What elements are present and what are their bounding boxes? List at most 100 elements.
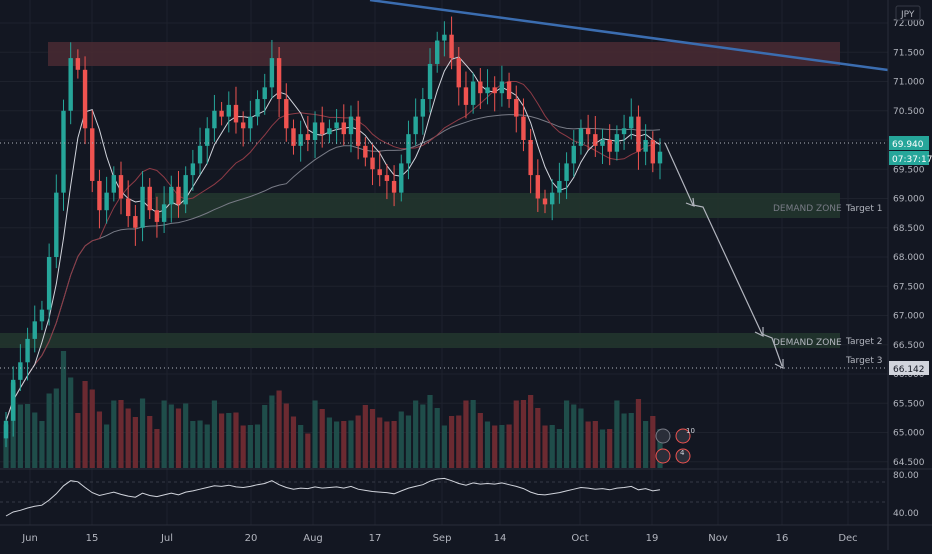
candle-body[interactable] [205,128,210,146]
candle-body[interactable] [427,63,433,100]
candle-body[interactable] [578,128,584,146]
candle-body[interactable] [305,134,311,140]
candle-body[interactable] [183,175,188,205]
candle-body[interactable] [478,81,483,94]
candle-body[interactable] [521,116,526,140]
candle-body[interactable] [97,180,102,211]
candle-body[interactable] [463,87,469,105]
candle-body[interactable] [341,122,346,135]
candle-body[interactable] [557,180,562,193]
candle-body[interactable] [406,134,411,164]
current-price-tag[interactable] [889,136,929,150]
candle-body[interactable] [291,128,296,146]
target-price-tag[interactable] [889,361,929,375]
candle-body[interactable] [657,151,663,164]
candle-body[interactable] [219,110,224,117]
candle-body[interactable] [133,216,138,228]
event-badges[interactable]: 10 4 [655,427,695,464]
candle-body[interactable] [75,58,81,70]
candle-body[interactable] [284,99,289,129]
candle-body[interactable] [68,58,73,111]
candle-body[interactable] [391,180,397,193]
candle-body[interactable] [564,163,569,181]
currency-badge[interactable] [895,5,921,21]
candle-body[interactable] [176,186,181,205]
candle-body[interactable] [334,122,339,129]
trend-line[interactable] [369,0,889,72]
candle-body[interactable] [248,116,253,129]
candle-body[interactable] [643,140,648,152]
candle-body[interactable] [197,145,203,164]
candle-body[interactable] [377,169,382,176]
candle-body[interactable] [528,140,533,176]
candle-body[interactable] [535,175,541,199]
candle-body[interactable] [506,81,512,100]
candle-body[interactable] [54,192,59,257]
candle-body[interactable] [607,140,612,152]
candle-body[interactable] [363,145,368,158]
time-axis[interactable]: Jun 15 Jul 20 Aug 17 Sep 14 Oct 19 Nov 16 Dec [21,533,857,544]
candle-body[interactable] [585,128,591,135]
candle-body[interactable] [370,157,375,170]
candle-body[interactable] [161,204,167,222]
candle-body[interactable] [355,116,361,146]
news-icon[interactable] [655,428,671,444]
candle-body[interactable] [190,163,196,176]
candle-body[interactable] [32,321,37,339]
candle-body[interactable] [449,34,454,59]
candle-body[interactable] [514,99,519,117]
candle-body[interactable] [435,40,440,64]
candle-body[interactable] [593,134,598,146]
candle-body[interactable] [154,210,160,222]
candle-body[interactable] [542,198,548,205]
candle-body[interactable] [650,140,656,164]
candle-body[interactable] [384,175,390,181]
candle-body[interactable] [442,34,447,41]
candle-body[interactable] [485,87,490,94]
candle-body[interactable] [413,116,418,135]
candle-body[interactable] [226,104,231,117]
candle-body[interactable] [571,145,576,164]
candle-body[interactable] [118,175,124,199]
candle-body[interactable] [600,140,605,146]
event-icon[interactable] [675,428,691,444]
candle-body[interactable] [240,122,246,129]
candle-body[interactable] [327,128,332,135]
candle-body[interactable] [636,116,641,152]
candle-body[interactable] [621,128,627,135]
candle-body[interactable] [233,104,239,123]
candle-body[interactable] [90,128,95,181]
candle-body[interactable] [348,116,354,135]
candle-body[interactable] [3,420,9,439]
candle-body[interactable] [420,99,426,117]
candle-body[interactable] [470,81,476,105]
candle-body[interactable] [320,122,325,135]
candle-body[interactable] [298,134,303,146]
candle-body[interactable] [111,175,117,193]
candle-body[interactable] [147,186,152,211]
candle-body[interactable] [140,186,145,228]
candle-body[interactable] [212,110,217,129]
candle-body[interactable] [46,257,52,310]
candle-body[interactable] [169,186,174,205]
candle-body[interactable] [25,338,30,363]
candle-body[interactable] [39,309,45,322]
candle-body[interactable] [18,362,23,380]
candle-body[interactable] [262,87,267,100]
projection-arrow[interactable] [664,142,783,367]
candle-body[interactable] [125,198,131,217]
candle-body[interactable] [82,69,88,129]
candle-body[interactable] [276,58,282,100]
candle-body[interactable] [61,110,66,193]
candle-body[interactable] [456,58,461,88]
candle-body[interactable] [104,192,109,211]
candle-body[interactable] [399,163,404,193]
candle-body[interactable] [499,81,505,94]
candle-body[interactable] [269,58,275,88]
candle-body[interactable] [255,99,260,117]
candle-body[interactable] [492,87,497,94]
candles[interactable] [3,16,663,448]
event-icon-2[interactable] [655,448,671,464]
